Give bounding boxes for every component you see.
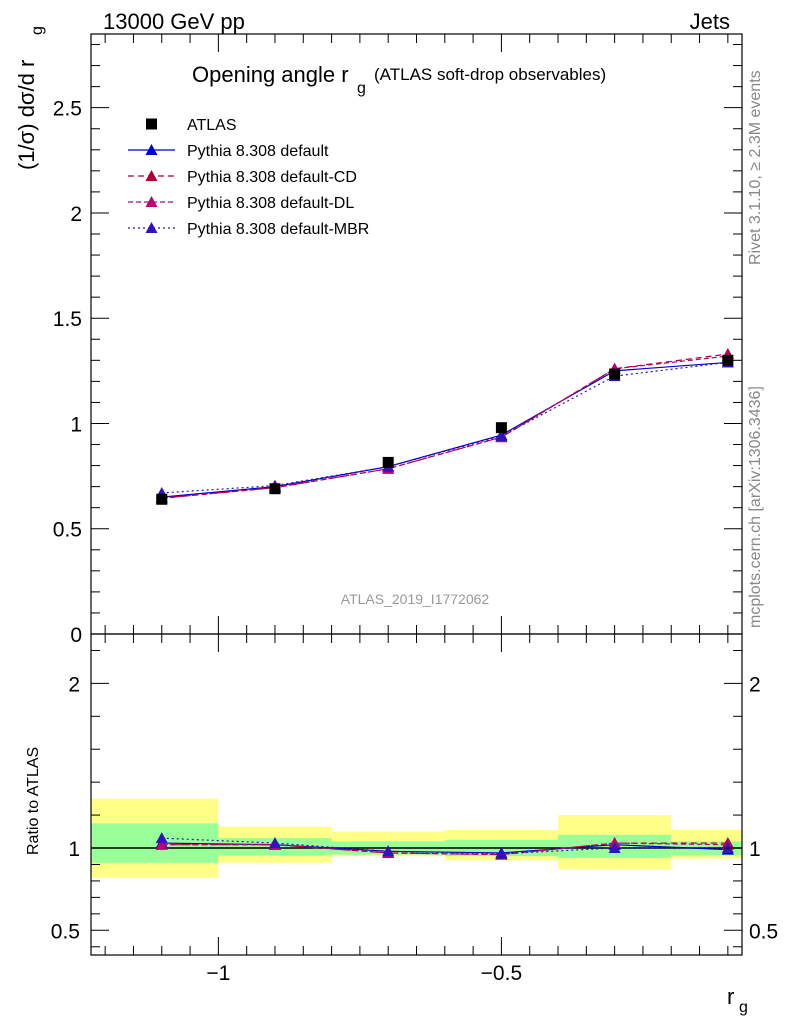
legend-marker (145, 222, 158, 233)
legend-marker (145, 170, 158, 181)
ratio-y-axis-label-text: Ratio to ATLAS (25, 747, 42, 855)
main-series (155, 348, 734, 505)
chart-title-suffix: (ATLAS soft-drop observables) (374, 65, 606, 84)
rivet-label-text: Rivet 3.1.10, ≥ 2.3M events (747, 70, 764, 265)
legend-marker (145, 144, 158, 155)
legend-label: Pythia 8.308 default (187, 143, 329, 160)
y-axis-label: (1/σ) dσ/d r g (14, 26, 46, 170)
series-line (161, 355, 728, 499)
legend-marker-data (146, 118, 157, 130)
legend-label: Pythia 8.308 default-MBR (187, 221, 369, 238)
ratio-point (608, 842, 621, 853)
x-axis-label-sub: g (739, 999, 748, 1016)
legend-label: Pythia 8.308 default-CD (187, 169, 357, 186)
ratio-y-tick-label-left: 1 (68, 838, 80, 861)
analysis-id: ATLAS_2019_I1772062 (341, 591, 490, 607)
chart-title: Opening angle r g (ATLAS soft-drop obser… (192, 62, 606, 97)
y-tick-label: 1.5 (53, 308, 82, 331)
y-tick-label: 2.5 (53, 98, 82, 121)
series-line (161, 353, 728, 499)
ratio-frame (90, 633, 743, 956)
data-point (382, 456, 394, 468)
data-point (495, 422, 507, 434)
ratio-point (155, 832, 168, 844)
legend-label: Pythia 8.308 default-DL (187, 195, 354, 212)
mcplots-label-text: mcplots.cern.ch [arXiv:1306.3436] (747, 386, 764, 628)
ratio-point (268, 837, 281, 849)
ratio-point (382, 845, 395, 857)
x-tick-label: −1 (206, 962, 230, 985)
x-tick-label: −0.5 (481, 962, 522, 985)
legend-marker (145, 196, 158, 207)
series-line (161, 361, 728, 494)
y-axis-label-sub: g (29, 26, 46, 35)
ratio-y-tick-label-right: 2 (749, 673, 761, 696)
ratio-y-tick-label-right: 1 (749, 838, 761, 861)
y-tick-label: 2 (70, 203, 82, 226)
ratio-point (155, 838, 168, 850)
legend: ATLAS Pythia 8.308 default Pythia 8.308 de… (128, 117, 369, 238)
x-axis-label: r (727, 984, 734, 1009)
y-tick-label-zero: 0 (70, 624, 82, 647)
ratio-bands (91, 798, 742, 878)
chart-title-main: Opening angle r (192, 62, 349, 87)
ratio-y-tick-label-right: 0.5 (749, 920, 778, 943)
ratio-point (495, 847, 508, 859)
data-point (609, 368, 621, 380)
data-point (156, 493, 168, 505)
ratio-lines (155, 832, 734, 860)
header-right: Jets (690, 9, 730, 34)
header-left: 13000 GeV pp (103, 9, 245, 34)
ratio-y-tick-label-left: 0.5 (51, 920, 80, 943)
y-axis-label-main: (1/σ) dσ/d r (14, 60, 39, 170)
legend-label-data: ATLAS (187, 117, 237, 134)
y-tick-label: 1 (70, 413, 82, 436)
mcplots-label: mcplots.cern.ch [arXiv:1306.3436] (747, 386, 764, 628)
y-tick-label: 0.5 (53, 519, 82, 542)
series-point (495, 430, 508, 442)
ratio-line (161, 842, 728, 856)
data-point (269, 483, 281, 495)
ratio-y-tick-label-left: 2 (68, 673, 80, 696)
rivet-label: Rivet 3.1.10, ≥ 2.3M events (747, 70, 764, 265)
chart-title-sub: g (357, 80, 366, 97)
series-line (161, 361, 728, 498)
ratio-y-axis-label: Ratio to ATLAS (25, 747, 42, 855)
data-point (722, 354, 734, 366)
axes: −1 −0.5 0.5 1 1.5 2 2.5 0 0.5 0.5 1 1 2 2 (51, 33, 778, 985)
